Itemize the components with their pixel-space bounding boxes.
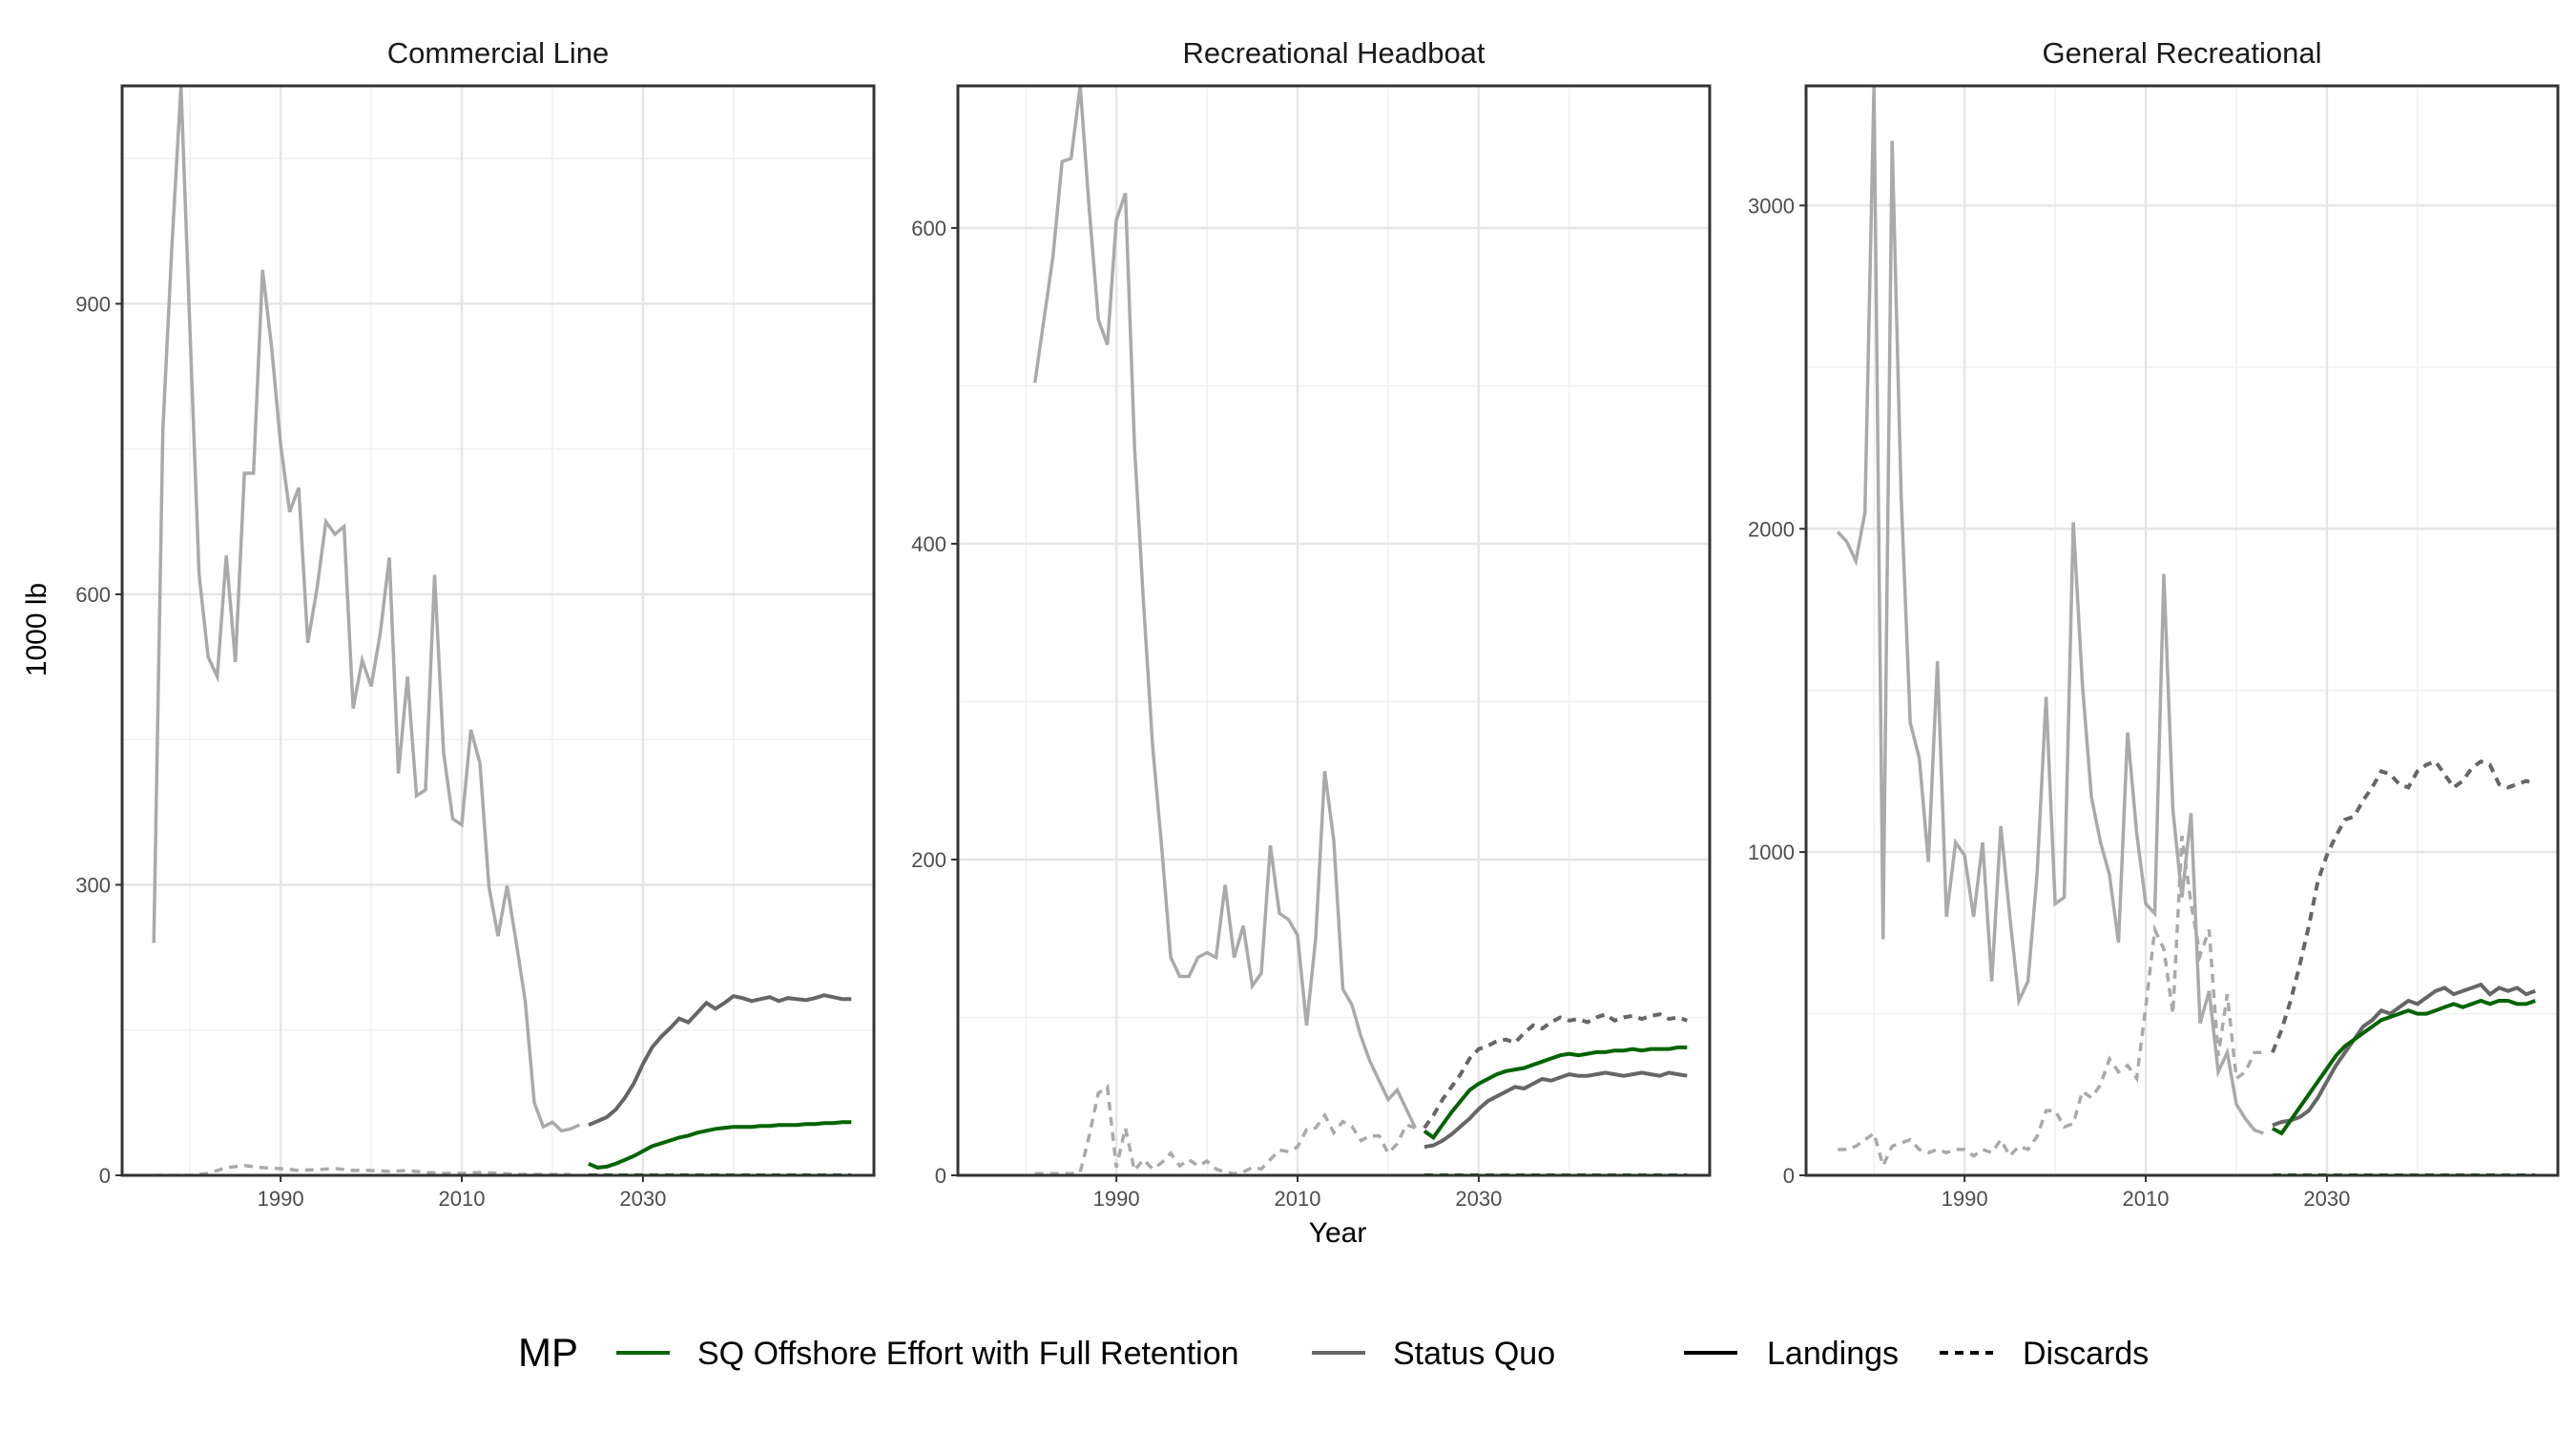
y-axis-title: 1000 lb: [21, 583, 52, 676]
status-quo-discards-line: [2271, 758, 2536, 1053]
legend-label-full-retention: SQ Offshore Effort with Full Retention: [697, 1336, 1239, 1372]
y-tick-label: 0: [99, 1164, 111, 1188]
tick-labels: 1990 2010 2030 0 300 600 900: [75, 292, 666, 1211]
tick-labels: 1990 2010 2030 0 1000 2000 3000: [1748, 194, 2350, 1211]
status-quo-discards-line: [1423, 1011, 1688, 1130]
historical-landings-line: [152, 86, 581, 1133]
x-tick-label: 1990: [1942, 1187, 1988, 1211]
x-tick-label: 2010: [2123, 1187, 2170, 1211]
legend-label-status-quo: Status Quo: [1393, 1336, 1555, 1372]
gridlines: [1806, 86, 2558, 1177]
series-lines: [152, 86, 852, 1175]
y-tick-label: 200: [911, 848, 946, 872]
x-tick-label: 1990: [258, 1187, 304, 1211]
y-tick-label: 300: [75, 873, 111, 897]
panel-commercial-line: Commercial Line 1990 2010 2030 0 300 600 900: [75, 36, 876, 1211]
panel-border: [956, 84, 1712, 1177]
panel-border: [120, 84, 876, 1177]
x-axis-title: Year: [1309, 1217, 1367, 1249]
panel-title-commercial-line: Commercial Line: [387, 36, 610, 70]
x-tick-label: 2010: [1275, 1187, 1321, 1211]
x-tick-label: 2030: [1455, 1187, 1502, 1211]
full-retention-landings-line: [2271, 998, 2536, 1136]
y-tick-label: 600: [75, 583, 111, 607]
series-lines: [1836, 86, 2536, 1175]
status-quo-landings-line: [1423, 1070, 1688, 1150]
tick-labels: 1990 2010 2030 0 200 400 600: [911, 217, 1502, 1211]
x-tick-label: 2030: [619, 1187, 666, 1211]
legend-title: MP: [518, 1330, 578, 1375]
x-tick-label: 1990: [1093, 1187, 1140, 1211]
historical-landings-line: [1032, 86, 1417, 1130]
historical-discards-line: [1034, 1084, 1416, 1175]
legend-label-landings: Landings: [1767, 1336, 1899, 1372]
historical-landings-line: [1836, 86, 2264, 1135]
y-tick-label: 1000: [1748, 840, 1795, 864]
y-tick-label: 600: [911, 217, 946, 240]
series-lines: [1032, 86, 1688, 1175]
full-retention-landings-line: [1423, 1045, 1688, 1141]
y-tick-label: 400: [911, 532, 946, 556]
historical-discards-line: [1838, 835, 2264, 1171]
historical-discards-line: [154, 1164, 571, 1175]
panel-title-general-recreational: General Recreational: [2043, 36, 2322, 70]
legend: MP SQ Offshore Effort with Full Retentio…: [518, 1330, 2149, 1375]
panel-border: [1804, 84, 2560, 1177]
full-retention-landings-line: [588, 1120, 852, 1170]
y-tick-label: 0: [935, 1164, 946, 1188]
gridlines: [958, 86, 1710, 1177]
panel-title-recreational-headboat: Recreational Headboat: [1182, 36, 1485, 70]
y-tick-label: 900: [75, 292, 111, 316]
gridlines: [122, 86, 874, 1177]
panel-general-recreational: General Recreational 1990 2010 2030 0 1000 200…: [1748, 36, 2560, 1211]
panel-recreational-headboat: Recreational Headboat 1990 2010 2030 0 200 400…: [911, 36, 1712, 1211]
status-quo-landings-line: [2272, 982, 2536, 1128]
x-tick-label: 2030: [2303, 1187, 2350, 1211]
x-tick-label: 2010: [439, 1187, 486, 1211]
y-tick-label: 2000: [1748, 517, 1795, 541]
legend-label-discards: Discards: [2023, 1336, 2149, 1372]
panels-layer: Commercial Line 1990 2010 2030 0 300 600 900 Rec…: [75, 36, 2560, 1211]
status-quo-landings-line: [588, 993, 852, 1128]
y-tick-label: 0: [1783, 1164, 1795, 1188]
y-tick-label: 3000: [1748, 194, 1795, 218]
